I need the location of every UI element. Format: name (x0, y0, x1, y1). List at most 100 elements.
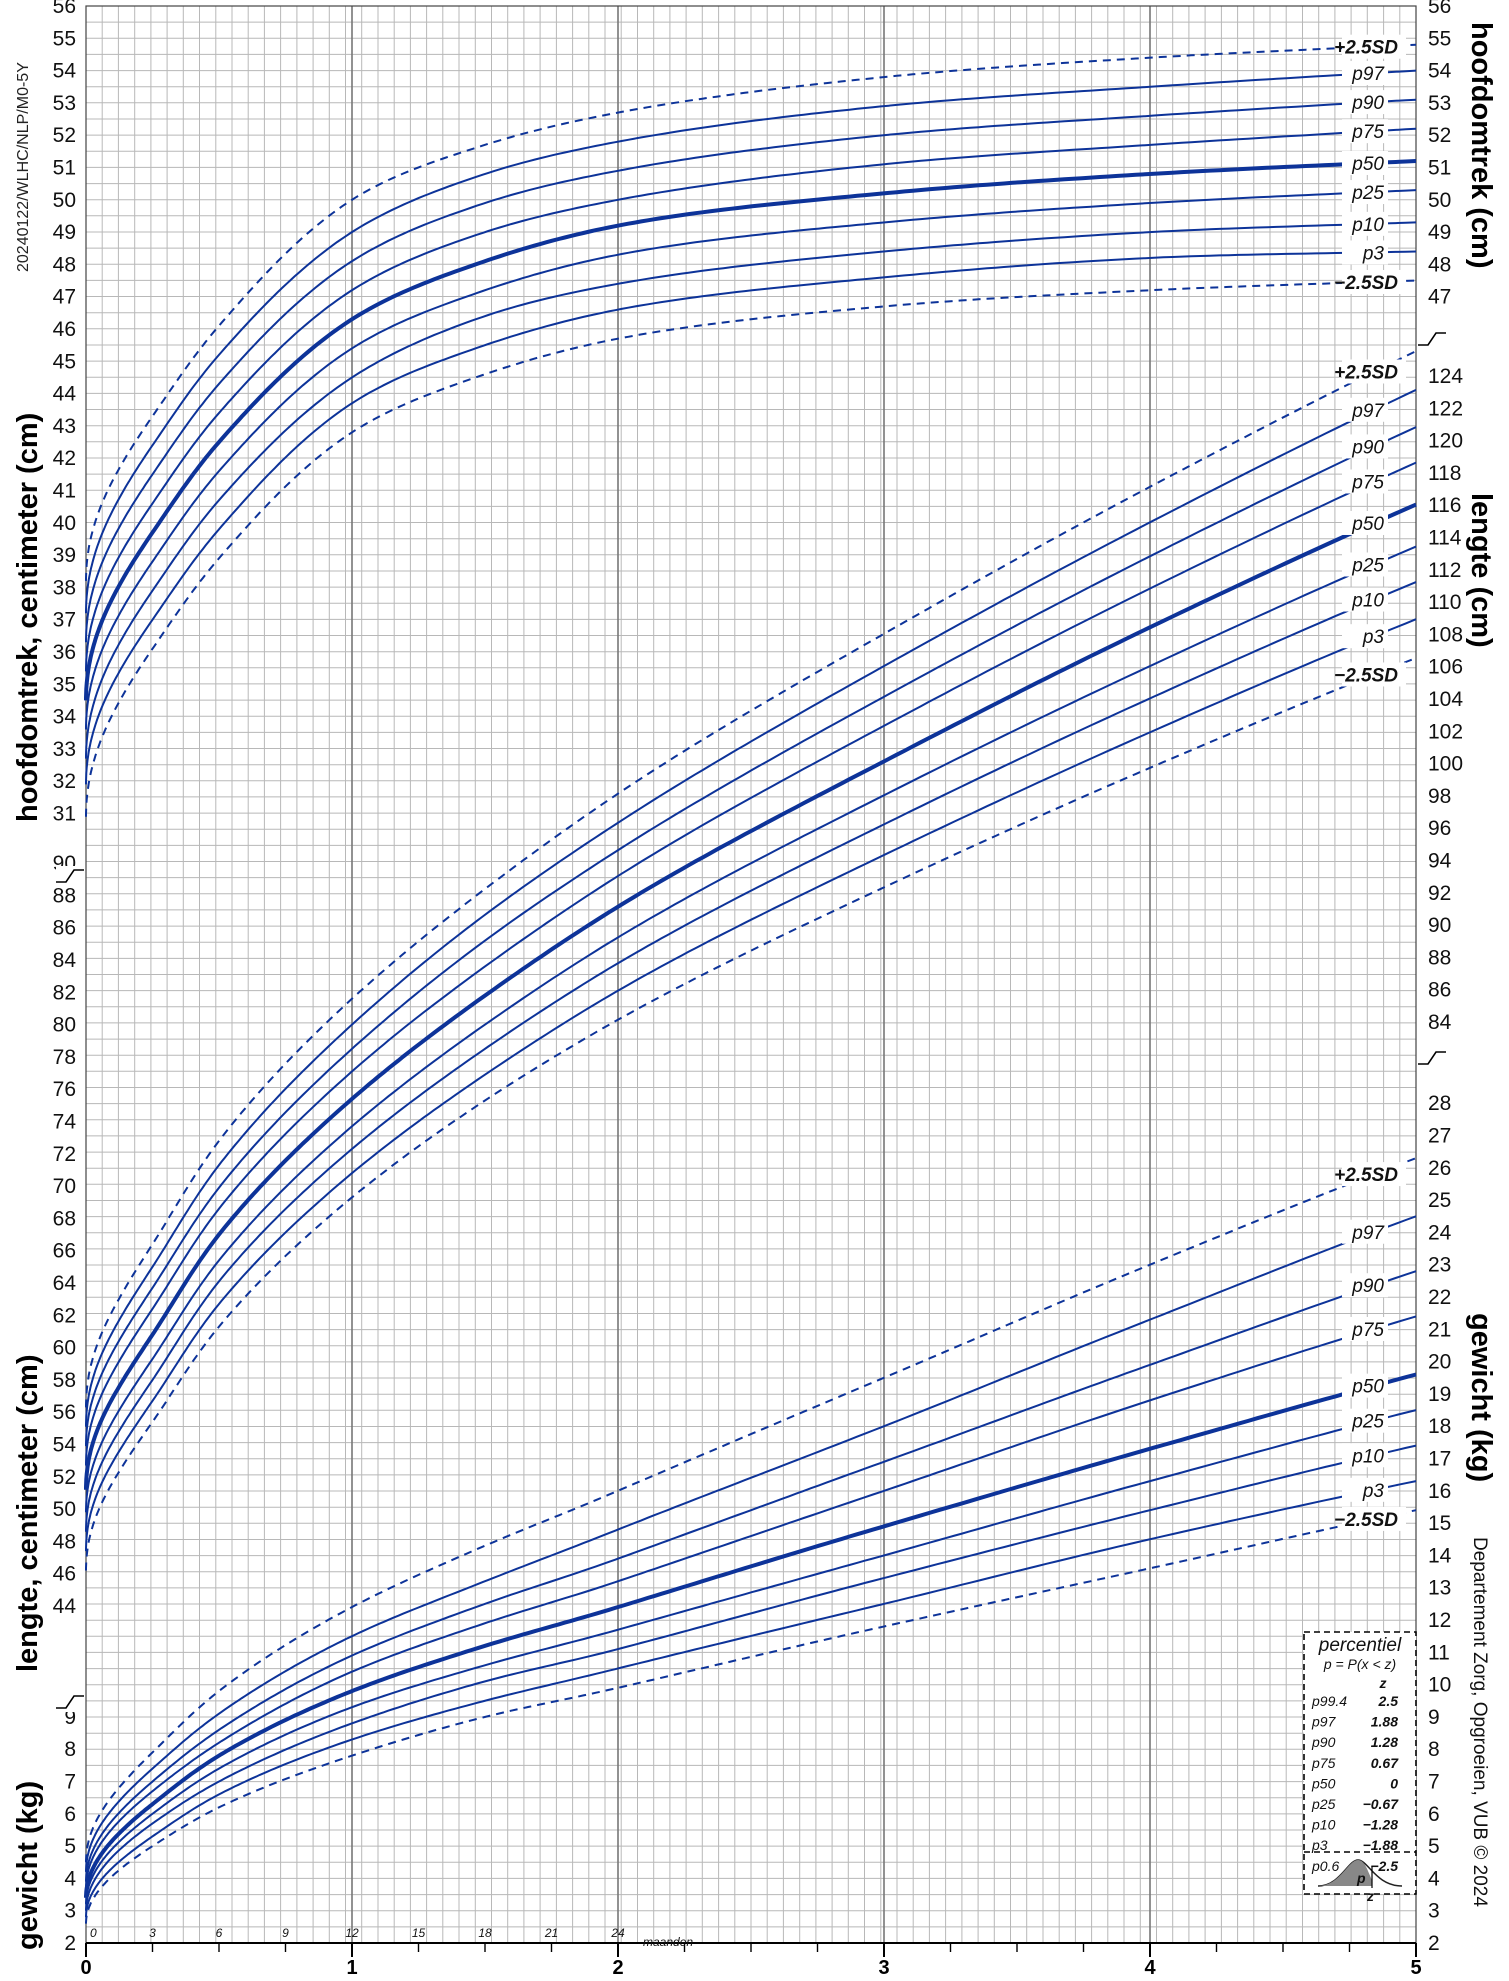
length-label-bg-8 (1342, 662, 1406, 687)
axis-breaks (56, 329, 1446, 1712)
head-label-bg-6 (1342, 211, 1388, 236)
bell-curve-icon: p z (1317, 1859, 1403, 1904)
legend-p-2: p90 (1311, 1734, 1336, 1750)
head-right-tick-4: 51 (1428, 157, 1451, 180)
head-left-tick-8: 39 (53, 544, 76, 567)
weight-label-6: p10 (1351, 1446, 1384, 1467)
length-right-tick-1: 86 (1428, 979, 1451, 1002)
weight-right-tick-13: 15 (1428, 1512, 1451, 1535)
grid-lines (85, 5, 1417, 1944)
length-left-tick-21: 86 (53, 917, 76, 940)
month-tick-6: 18 (478, 1926, 492, 1940)
legend-p-4: p50 (1311, 1775, 1336, 1791)
length-series-5 (85, 545, 1417, 1513)
legend-z-1: 1.88 (1371, 1714, 1398, 1730)
left-label-length: lengte, centimeter (cm) (12, 1355, 44, 1672)
bell-p-label: p (1356, 1870, 1366, 1886)
bell-z-label: z (1366, 1888, 1374, 1904)
head-label-bg-8 (1342, 270, 1406, 295)
length-label-bg-4 (1342, 510, 1388, 535)
head-left-tick-25: 56 (53, 0, 76, 18)
length-label-3: p75 (1351, 472, 1384, 493)
head-left-tick-18: 49 (53, 221, 76, 244)
length-right-tick-16: 116 (1428, 494, 1461, 517)
weight-right-tick-23: 25 (1428, 1189, 1451, 1212)
right-label-head: hoofdomtrek (cm) (1465, 22, 1497, 269)
legend-p-7: p3 (1311, 1837, 1328, 1853)
head-label-2: p90 (1351, 93, 1384, 114)
length-right-tick-9: 102 (1428, 720, 1463, 743)
length-left-tick-7: 58 (53, 1369, 76, 1392)
legend-z-4: 0 (1390, 1775, 1398, 1791)
weight-right-tick-18: 20 (1428, 1351, 1451, 1374)
grid (85, 5, 1417, 1944)
weight-label-8: −2.5SD (1334, 1510, 1398, 1531)
weight-right-tick-2: 4 (1428, 1867, 1440, 1890)
weight-right-tick-11: 13 (1428, 1577, 1451, 1600)
weight-curves (84, 1157, 1417, 1924)
chart-code: 20240122/WLHC/NLP/M0-5Y (15, 62, 32, 272)
length-series-3 (85, 461, 1417, 1466)
length-right-tick-3: 90 (1428, 914, 1451, 937)
head-left-tick-7: 38 (53, 576, 76, 599)
length-right-tick-0: 84 (1428, 1011, 1452, 1034)
legend-title: percentiel (1318, 1635, 1402, 1656)
head-left-tick-11: 42 (53, 447, 76, 470)
head-series-5 (85, 189, 1417, 730)
legend-p-5: p25 (1311, 1796, 1336, 1812)
weight-label-0: +2.5SD (1334, 1165, 1398, 1186)
head-series-7 (85, 250, 1417, 785)
month-tick-5: 15 (412, 1926, 426, 1940)
head-label-0: +2.5SD (1334, 38, 1398, 59)
right-label-weight: gewicht (kg) (1465, 1313, 1497, 1482)
weight-left-tick-6: 8 (64, 1738, 76, 1761)
legend-p-1: p97 (1311, 1714, 1337, 1730)
head-left-tick-14: 45 (53, 350, 76, 373)
length-right-tick-8: 100 (1428, 753, 1463, 776)
head-curves (84, 43, 1417, 817)
legend-z-header: z (1379, 1675, 1387, 1691)
weight-right-tick-10: 12 (1428, 1609, 1451, 1632)
length-series-1 (85, 388, 1417, 1427)
length-right-tick-2: 88 (1428, 946, 1451, 969)
year-tick-label-1: 1 (346, 1957, 357, 1979)
length-left-tick-18: 80 (53, 1014, 76, 1037)
weight-right-tick-5: 7 (1428, 1771, 1440, 1794)
head-left-tick-12: 43 (53, 415, 76, 438)
weight-right-tick-14: 16 (1428, 1480, 1451, 1503)
weight-label-bg-4 (1342, 1373, 1388, 1398)
percentile-legend: percentiel p = P(x < z) z p99.4 2.5 p97 1.8… (1303, 1631, 1417, 1904)
curves-layer (84, 43, 1417, 1924)
weight-series-8 (85, 1509, 1417, 1924)
head-label-bg-3 (1342, 119, 1388, 144)
x-axis: 0 1 2 3 4 50 3 6 9 12 15 18 21 24 (80, 1926, 1421, 1979)
weight-series-7 (85, 1480, 1417, 1918)
head-label-4: p50 (1351, 154, 1384, 175)
weight-right-tick-15: 17 (1428, 1448, 1451, 1471)
head-left-tick-17: 48 (53, 253, 76, 276)
weight-right-tick-6: 8 (1428, 1738, 1440, 1761)
head-right-tick-8: 55 (1428, 27, 1451, 50)
length-left-tick-17: 78 (53, 1046, 76, 1069)
months-label: maanden (643, 1935, 693, 1949)
weight-label-5: p25 (1351, 1412, 1384, 1433)
length-series-7 (85, 618, 1417, 1552)
head-label-5: p25 (1351, 183, 1384, 204)
length-right-tick-5: 94 (1428, 850, 1452, 873)
length-right-tick-12: 108 (1428, 623, 1463, 646)
head-label-6: p10 (1351, 215, 1384, 236)
weight-label-2: p90 (1351, 1276, 1384, 1297)
length-label-2: p90 (1351, 437, 1384, 458)
length-left-tick-6: 56 (53, 1401, 76, 1424)
legend-z-3: 0.67 (1371, 1755, 1399, 1771)
weight-series-3 (85, 1315, 1417, 1889)
month-tick-0: 0 (90, 1926, 97, 1940)
weight-label-bg-8 (1342, 1506, 1406, 1531)
length-left-tick-12: 68 (53, 1207, 76, 1230)
length-right-tick-19: 122 (1428, 397, 1463, 420)
left-label-head: hoofdomtrek, centimeter (cm) (12, 413, 44, 822)
head-left-tick-4: 35 (53, 673, 76, 696)
weight-right-tick-20: 22 (1428, 1286, 1451, 1309)
weight-right-tick-26: 28 (1428, 1092, 1451, 1115)
weight-left-tick-1: 3 (64, 1900, 76, 1923)
